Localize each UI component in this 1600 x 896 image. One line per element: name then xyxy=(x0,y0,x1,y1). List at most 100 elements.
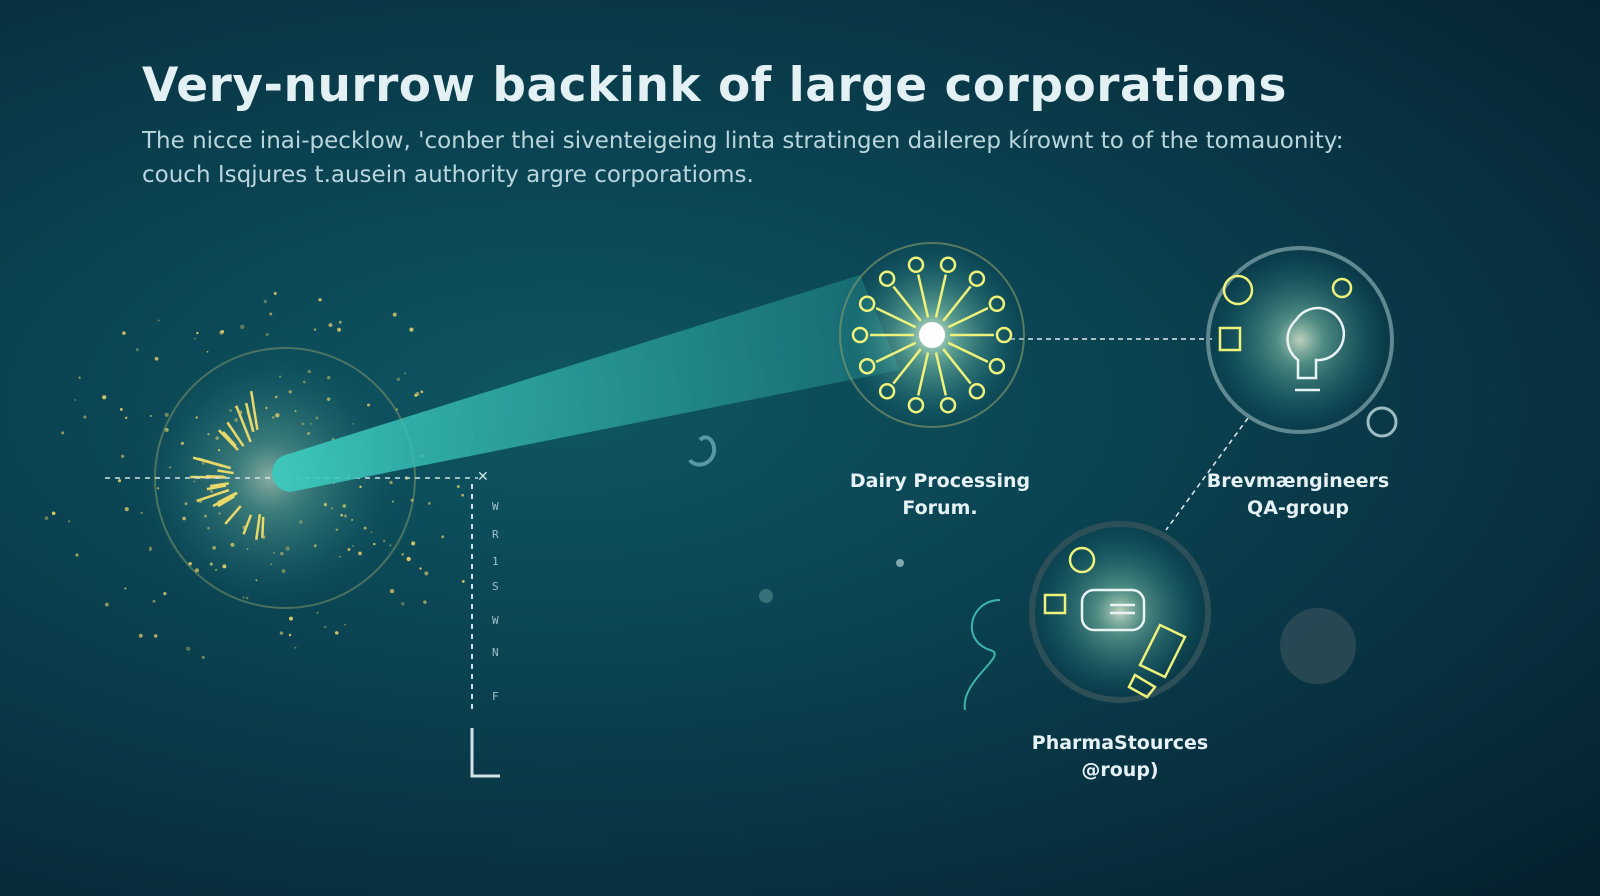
spark xyxy=(217,492,237,504)
dust-dot xyxy=(188,562,192,566)
spark xyxy=(246,410,255,432)
node-brew-engineers[interactable] xyxy=(1202,242,1398,438)
dust-dot xyxy=(363,526,367,530)
dust-dot xyxy=(324,626,327,628)
dust-dot xyxy=(328,323,333,327)
dust-dot xyxy=(242,525,247,530)
dust-dot xyxy=(246,548,249,551)
dust-dot xyxy=(301,422,305,426)
dust-dot xyxy=(83,415,87,419)
spoke-node xyxy=(907,396,925,414)
dust-dot xyxy=(265,406,268,410)
dust-dot xyxy=(338,320,342,324)
dust-dot xyxy=(122,331,126,335)
dust-dot xyxy=(186,646,191,651)
dust-dot xyxy=(182,516,186,521)
dust-dot xyxy=(281,569,286,573)
dust-dot xyxy=(152,599,156,603)
dust-dot xyxy=(209,489,214,493)
dust-dot xyxy=(389,544,392,547)
dust-dot xyxy=(392,500,395,503)
dust-dot xyxy=(274,395,278,399)
spark xyxy=(226,421,245,447)
dust-dot xyxy=(184,502,188,506)
dust-dot xyxy=(367,403,371,407)
dust-dot xyxy=(148,548,152,552)
dust-dot xyxy=(280,551,284,556)
page-title: Very-nurrow backink of large corporation… xyxy=(142,58,1287,113)
node-dairy-processing[interactable] xyxy=(832,235,1032,435)
dust-dot xyxy=(344,514,347,518)
dust-dot xyxy=(207,526,210,530)
dust-dot xyxy=(334,631,339,635)
dust-dot xyxy=(180,441,185,445)
dust-dot xyxy=(263,299,268,304)
axis-letter: R xyxy=(492,528,499,541)
node-label-brew: Brevmængineers QA-group xyxy=(1178,468,1418,522)
label-line: Brevmængineers xyxy=(1206,470,1390,492)
dust-dot xyxy=(240,324,245,330)
dust-dot xyxy=(313,328,317,331)
label-line: @roup) xyxy=(1081,759,1159,781)
dust-dot xyxy=(461,579,465,583)
spoke-node xyxy=(939,396,957,414)
spark xyxy=(254,513,262,541)
dust-dot xyxy=(401,553,404,556)
spoke-node xyxy=(988,357,1006,375)
label-line: Dairy Processing xyxy=(849,470,1031,492)
spoke xyxy=(916,274,930,318)
node-pharma-sources[interactable] xyxy=(963,517,1215,711)
dust-dot xyxy=(461,493,464,497)
dust-dot xyxy=(340,513,344,517)
dust-dot xyxy=(149,414,152,417)
close-icon: ✕ xyxy=(477,469,489,485)
label-line: Forum. xyxy=(902,497,978,519)
dust-dot xyxy=(411,541,416,546)
dust-dot xyxy=(370,531,373,534)
dust-dot xyxy=(337,327,341,332)
dust-dot xyxy=(269,312,273,316)
dust-dot xyxy=(242,596,245,599)
spoke-node xyxy=(907,256,925,274)
dust-dot xyxy=(441,535,445,539)
dust-dot xyxy=(358,551,362,556)
dust-dot xyxy=(120,454,125,458)
spoke-node xyxy=(988,295,1006,313)
dust-dot xyxy=(255,579,258,582)
dust-dot xyxy=(117,479,122,483)
dust-dot xyxy=(206,350,209,353)
dust-dot xyxy=(299,520,303,524)
dust-dot xyxy=(164,412,169,417)
dust-dot xyxy=(285,546,290,551)
dust-dot xyxy=(401,602,405,606)
spoke-node xyxy=(858,295,876,313)
spark xyxy=(196,488,230,503)
gear-icon xyxy=(1366,406,1398,438)
spark xyxy=(249,390,259,431)
dust-dot xyxy=(423,600,427,604)
dust-dot xyxy=(229,409,232,412)
dust-dot xyxy=(194,568,200,573)
dust-dot xyxy=(427,501,431,505)
label-line: QA-group xyxy=(1247,497,1349,519)
dust-dot xyxy=(265,332,269,337)
dust-dot xyxy=(196,331,199,335)
network-burst-icon xyxy=(851,256,1013,414)
subtitle-line-1: The nicce inai-pecklow, 'conber thei siv… xyxy=(142,128,1344,154)
dust-dot xyxy=(195,416,198,419)
dust-dot xyxy=(331,507,334,510)
dust-dot xyxy=(135,348,139,352)
axis-letter: F xyxy=(492,690,499,703)
spark xyxy=(206,484,227,491)
spoke-node xyxy=(851,326,869,344)
spark xyxy=(222,431,237,447)
dust-dot xyxy=(294,410,297,413)
dust-dot xyxy=(392,312,397,317)
dust-dot xyxy=(209,562,213,566)
dust-dot xyxy=(156,487,160,490)
dust-dot xyxy=(270,563,273,566)
dust-dot xyxy=(359,485,362,489)
dust-dot xyxy=(217,449,221,452)
dust-dot xyxy=(351,518,354,521)
beam xyxy=(272,275,900,492)
